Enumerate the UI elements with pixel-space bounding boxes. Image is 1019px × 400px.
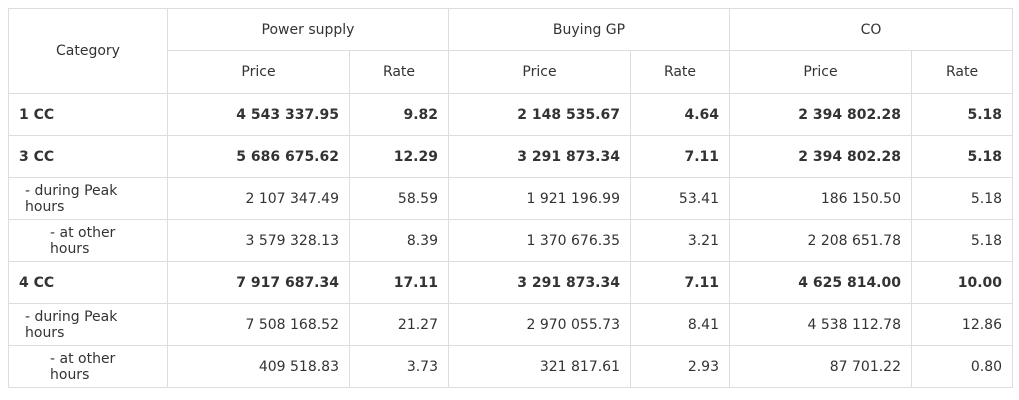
- cell-buying-gp-rate: 2.93: [630, 345, 730, 388]
- header-price: Price: [167, 50, 350, 94]
- row-label: - at other hours: [8, 219, 168, 262]
- cell-co-price: 2 394 802.28: [729, 93, 912, 136]
- cell-buying-gp-price: 1 370 676.35: [448, 219, 631, 262]
- cell-co-price: 87 701.22: [729, 345, 912, 388]
- cell-co-rate: 5.18: [910, 93, 1014, 136]
- cell-co-price: 2 208 651.78: [729, 219, 912, 262]
- cell-co-rate: 5.18: [910, 177, 1014, 220]
- table-row: 3 CC 5 686 675.62 12.29 3 291 873.34 7.11 2 3…: [8, 135, 1014, 178]
- table-row: - during Peak hours 2 107 347.49 58.59 1 92…: [8, 177, 1014, 220]
- cell-buying-gp-rate: 8.41: [630, 303, 730, 346]
- cell-power-supply-rate: 9.82: [349, 93, 449, 136]
- cell-co-price: 2 394 802.28: [729, 135, 912, 178]
- header-category: Category: [8, 8, 168, 94]
- cell-co-rate: 10.00: [910, 261, 1014, 304]
- cell-co-rate: 5.18: [910, 135, 1014, 178]
- cell-co-rate: 5.18: [910, 219, 1014, 262]
- cell-buying-gp-price: 3 291 873.34: [448, 261, 631, 304]
- cell-power-supply-price: 7 917 687.34: [167, 261, 350, 304]
- cell-power-supply-price: 2 107 347.49: [167, 177, 350, 220]
- table-header: Category Power supply Buying GP CO Price…: [8, 8, 1014, 94]
- header-rate: Rate: [630, 50, 730, 94]
- row-label: 1 CC: [8, 93, 168, 136]
- table-row: 4 CC 7 917 687.34 17.11 3 291 873.34 7.11 4 6…: [8, 261, 1014, 304]
- tariff-table-container: Category Power supply Buying GP CO Price…: [8, 8, 1014, 388]
- cell-power-supply-price: 7 508 168.52: [167, 303, 350, 346]
- cell-power-supply-rate: 17.11: [349, 261, 449, 304]
- cell-power-supply-rate: 21.27: [349, 303, 449, 346]
- header-row-subcolumns: Price Rate Price Rate Price Rate: [9, 50, 1014, 94]
- header-group-buying-gp: Buying GP: [448, 8, 730, 51]
- table-row: 1 CC 4 543 337.95 9.82 2 148 535.67 4.64 2 39…: [8, 93, 1014, 136]
- header-group-co: CO: [728, 8, 1014, 51]
- cell-buying-gp-rate: 7.11: [630, 261, 730, 304]
- cell-co-price: 186 150.50: [729, 177, 912, 220]
- cell-buying-gp-rate: 53.41: [630, 177, 730, 220]
- cell-buying-gp-price: 321 817.61: [448, 345, 631, 388]
- table-row: - at other hours 409 518.83 3.73 321 817.61…: [8, 345, 1014, 388]
- cell-power-supply-price: 5 686 675.62: [167, 135, 350, 178]
- row-label: 4 CC: [8, 261, 168, 304]
- table-body: 1 CC 4 543 337.95 9.82 2 148 535.67 4.64 2 39…: [8, 93, 1014, 388]
- header-price: Price: [448, 50, 631, 94]
- cell-power-supply-rate: 8.39: [349, 219, 449, 262]
- row-label: 3 CC: [8, 135, 168, 178]
- row-label: - during Peak hours: [8, 303, 168, 346]
- cell-co-rate: 0.80: [910, 345, 1014, 388]
- cell-buying-gp-price: 1 921 196.99: [448, 177, 631, 220]
- tariff-table: Category Power supply Buying GP CO Price…: [8, 8, 1014, 388]
- header-rate: Rate: [349, 50, 449, 94]
- header-group-power-supply: Power supply: [167, 8, 449, 51]
- cell-buying-gp-rate: 7.11: [630, 135, 730, 178]
- cell-co-price: 4 625 814.00: [729, 261, 912, 304]
- table-row: - at other hours 3 579 328.13 8.39 1 370 67…: [8, 219, 1014, 262]
- table-row: - during Peak hours 7 508 168.52 21.27 2 97…: [8, 303, 1014, 346]
- cell-power-supply-rate: 12.29: [349, 135, 449, 178]
- cell-buying-gp-price: 3 291 873.34: [448, 135, 631, 178]
- cell-power-supply-price: 409 518.83: [167, 345, 350, 388]
- row-label: - at other hours: [8, 345, 168, 388]
- cell-power-supply-price: 4 543 337.95: [167, 93, 350, 136]
- header-rate: Rate: [910, 50, 1014, 94]
- cell-co-price: 4 538 112.78: [729, 303, 912, 346]
- cell-power-supply-rate: 3.73: [349, 345, 449, 388]
- cell-buying-gp-price: 2 970 055.73: [448, 303, 631, 346]
- cell-buying-gp-rate: 4.64: [630, 93, 730, 136]
- header-row-groups: Category Power supply Buying GP CO: [8, 8, 1014, 94]
- row-label: - during Peak hours: [8, 177, 168, 220]
- cell-power-supply-rate: 58.59: [349, 177, 449, 220]
- cell-power-supply-price: 3 579 328.13: [167, 219, 350, 262]
- header-price: Price: [729, 50, 912, 94]
- cell-buying-gp-price: 2 148 535.67: [448, 93, 631, 136]
- cell-co-rate: 12.86: [910, 303, 1014, 346]
- cell-buying-gp-rate: 3.21: [630, 219, 730, 262]
